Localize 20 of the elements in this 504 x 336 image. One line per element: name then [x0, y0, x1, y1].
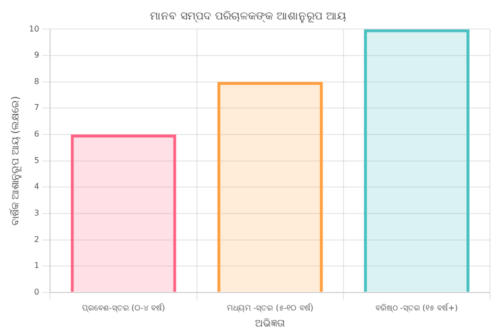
y-tick-label: 1 — [34, 261, 40, 270]
y-tick-label: 6 — [34, 130, 40, 139]
y-axis-title: ବାର୍ଷିକ ଆଶାନୁରୂପ ଆୟ (ଲକ୍ଷରେ) — [8, 96, 23, 226]
y-tick-label: 4 — [34, 182, 40, 192]
x-tick-label: ପ୍ରବେଶ-ସ୍ତର (୦-୪ ବର୍ଷ) — [82, 302, 166, 312]
chart-title: ମାନବ ସମ୍ପଦ ପରିଚାଳକଙ୍କ ଆଶାନୁରୂପ ଆୟ — [150, 9, 346, 24]
bar — [364, 29, 470, 292]
x-tick-label: ମଧ୍ୟମ -ସ୍ତର (୫-୧୦ ବର୍ଷ) — [226, 302, 314, 314]
y-tick-label: 8 — [34, 76, 40, 86]
y-tick-label: 7 — [34, 103, 40, 112]
bar — [217, 82, 323, 292]
y-tick-label: 9 — [34, 50, 40, 60]
y-tick-label: 2 — [34, 234, 40, 244]
y-tick-label: 3 — [34, 208, 40, 218]
y-tick-label: 5 — [34, 156, 40, 165]
y-tick-label: 10 — [28, 24, 40, 34]
bar — [70, 134, 176, 292]
x-tick-label: ବରିଷ୍ଠ -ସ୍ତର (୧୫ ବର୍ଷ+) — [375, 302, 458, 312]
y-tick-label: 0 — [34, 287, 40, 296]
x-axis-title: ଅଭିଜ୍ଞତା — [255, 318, 286, 330]
